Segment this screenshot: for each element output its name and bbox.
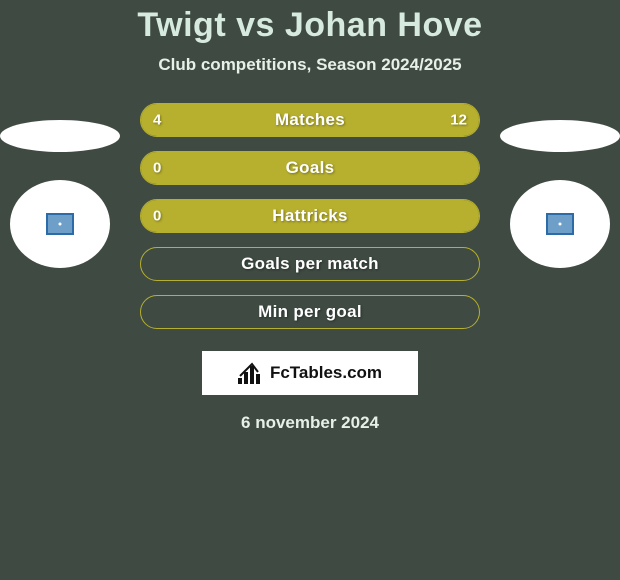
stat-row-min-per-goal: Min per goal [140,295,480,329]
player-left-name-pill [0,120,120,152]
logo-box: FcTables.com [202,351,418,395]
stat-row-goals-per-match: Goals per match [140,247,480,281]
stat-label: Hattricks [141,206,479,226]
player-left-badge-icon [46,213,74,235]
player-right-name-pill [500,120,620,152]
fctables-logo-icon [238,362,264,384]
stat-label: Goals per match [141,254,479,274]
stat-label: Min per goal [141,302,479,322]
player-left-area [0,120,120,268]
player-left-avatar [10,180,110,268]
stat-row-hattricks: 0 Hattricks [140,199,480,233]
stat-value-right: 12 [450,112,467,129]
logo-text: FcTables.com [270,363,382,383]
stat-label: Matches [141,110,479,130]
player-right-area [500,120,620,268]
player-right-avatar [510,180,610,268]
comparison-bars: 4 Matches 12 0 Goals 0 Hattricks Goals p… [140,103,480,329]
page-title: Twigt vs Johan Hove [137,6,482,45]
subtitle: Club competitions, Season 2024/2025 [158,55,461,75]
player-right-badge-icon [546,213,574,235]
date-line: 6 november 2024 [241,413,379,433]
stat-label: Goals [141,158,479,178]
comparison-infographic: Twigt vs Johan Hove Club competitions, S… [0,0,620,580]
stat-row-matches: 4 Matches 12 [140,103,480,137]
stat-row-goals: 0 Goals [140,151,480,185]
